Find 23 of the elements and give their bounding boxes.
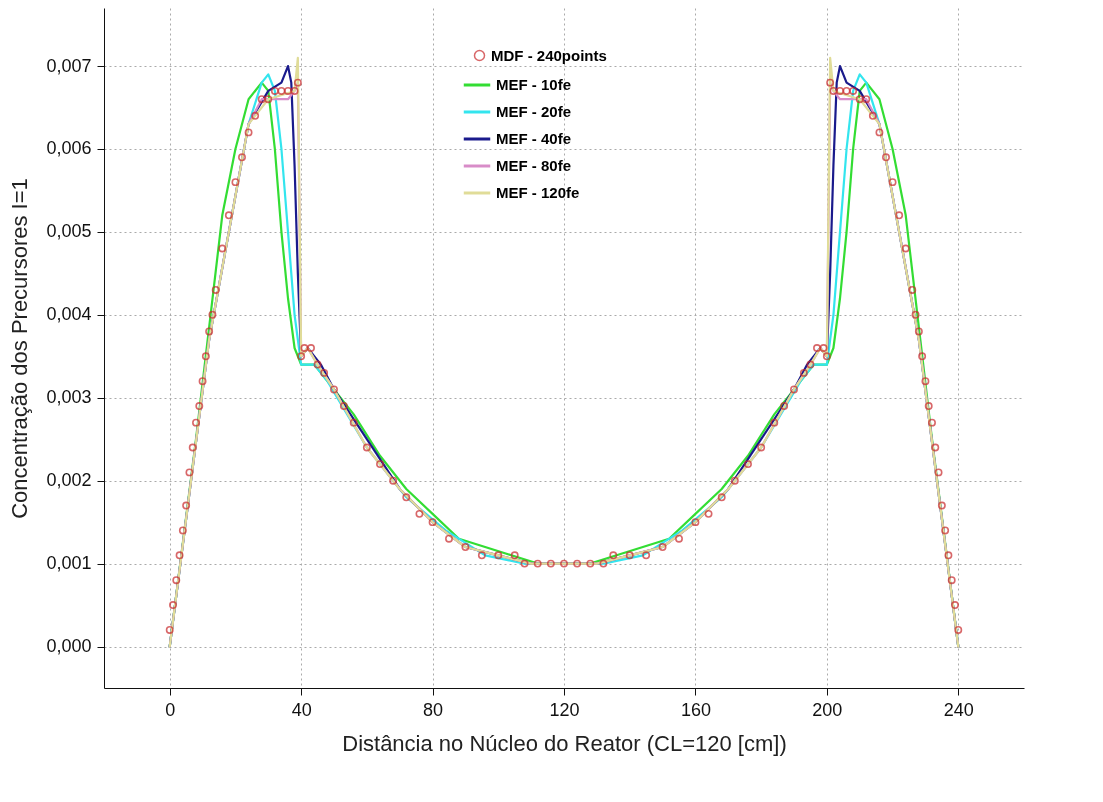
legend-label: MEF - 40fe	[496, 130, 572, 147]
y-tick-label: 0,004	[46, 304, 92, 325]
y-tick-label: 0,001	[46, 553, 92, 574]
legend-label: MEF - 10fe	[496, 76, 572, 93]
y-tick-label: 0,006	[46, 138, 92, 159]
y-tick-label: 0,002	[46, 470, 92, 491]
x-tick-label: 200	[812, 699, 843, 720]
y-tick-label: 0,003	[46, 387, 92, 408]
x-tick-label: 0	[165, 699, 176, 720]
x-tick-label: 160	[680, 699, 711, 720]
y-axis-title: Concentração dos Precursores I=1	[7, 178, 33, 519]
legend-label: MEF - 20fe	[496, 103, 572, 120]
legend-label: MEF - 120fe	[496, 184, 580, 201]
x-tick-label: 40	[291, 699, 312, 720]
legend-label: MEF - 80fe	[496, 157, 572, 174]
x-tick-label: 120	[549, 699, 580, 720]
y-tick-label: 0,000	[46, 636, 92, 657]
x-axis-title: Distância no Núcleo do Reator (CL=120 [cm])	[342, 730, 787, 756]
y-tick-label: 0,007	[46, 55, 92, 76]
x-tick-label: 80	[423, 699, 444, 720]
legend-label: MDF - 240points	[491, 46, 607, 64]
y-tick-label: 0,005	[46, 221, 92, 242]
x-tick-label: 240	[943, 699, 974, 720]
